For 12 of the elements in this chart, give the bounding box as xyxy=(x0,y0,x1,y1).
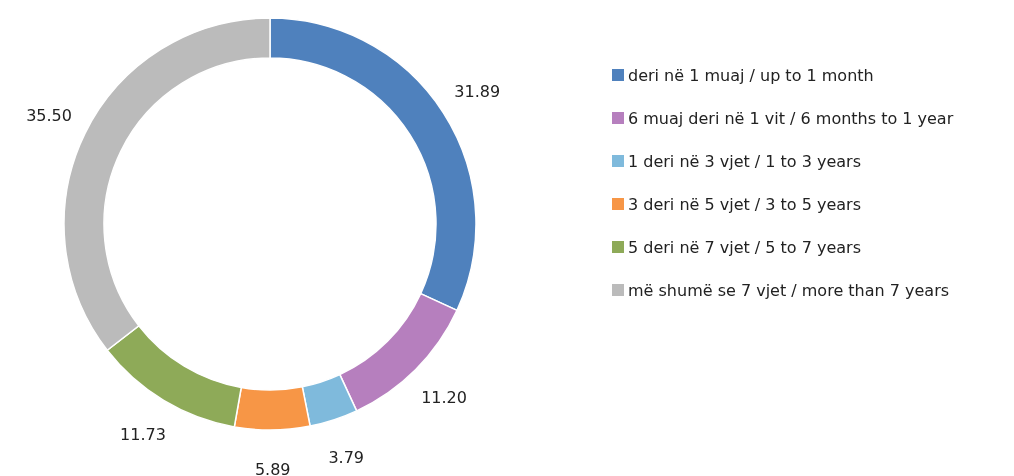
data-label: 3.79 xyxy=(328,448,365,468)
data-label: 35.50 xyxy=(26,106,72,126)
legend-label: 1 deri në 3 vjet / 1 to 3 years xyxy=(628,151,862,171)
data-label: 11.73 xyxy=(120,425,166,445)
legend-label: 5 deri në 7 vjet / 5 to 7 years xyxy=(628,237,862,257)
legend-label: 3 deri në 5 vjet / 3 to 5 years xyxy=(628,194,862,214)
legend-label: deri në 1 muaj / up to 1 month xyxy=(628,65,874,85)
legend-label: 6 muaj deri në 1 vit / 6 months to 1 year xyxy=(628,108,954,128)
data-label: 31.89 xyxy=(454,81,501,101)
data-label: 11.20 xyxy=(421,388,467,408)
data-label: 5.89 xyxy=(254,460,291,476)
legend-label: më shumë se 7 vjet / more than 7 years xyxy=(628,280,950,300)
